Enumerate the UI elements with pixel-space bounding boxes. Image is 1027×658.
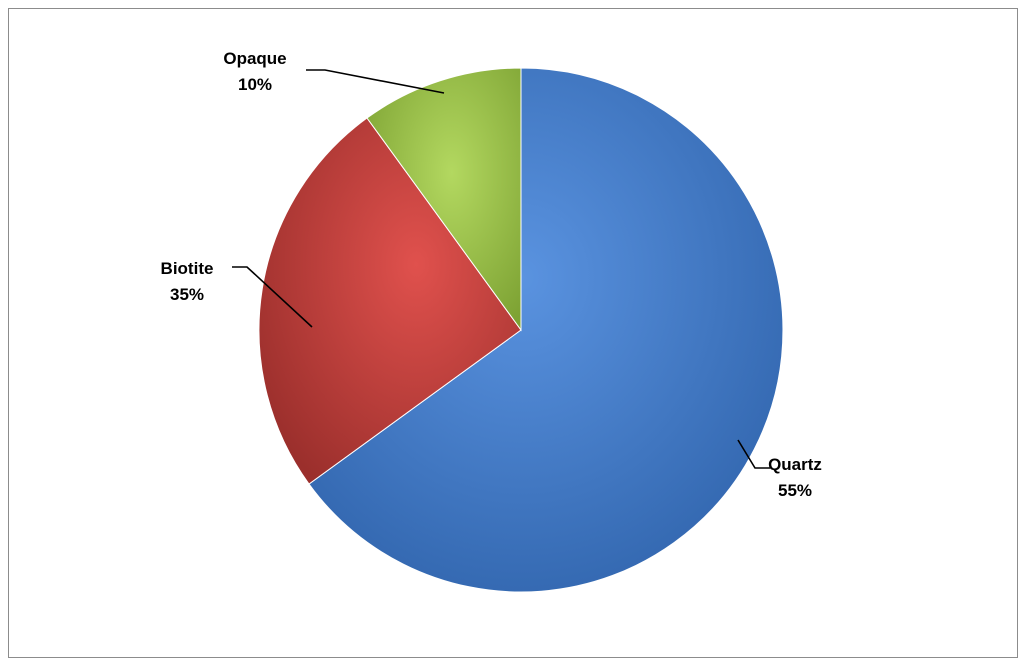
pie-slice-quartz <box>308 67 784 593</box>
slice-label-quartz-name: Quartz <box>768 455 822 474</box>
slice-label-biotite-name: Biotite <box>160 259 214 278</box>
slice-label-biotite-value: 35% <box>169 285 205 304</box>
pie-slice-opaque <box>366 67 522 332</box>
slice-label-biotite: Biotite 35% <box>137 256 237 308</box>
slice-label-opaque-name: Opaque <box>223 49 287 68</box>
pie-slice-biotite <box>258 117 522 485</box>
slice-label-quartz: Quartz 55% <box>745 452 845 504</box>
leader-line-biotite <box>232 266 313 328</box>
slice-label-opaque: Opaque 10% <box>205 46 305 98</box>
leader-line-quartz <box>737 439 770 469</box>
slice-label-quartz-value: 55% <box>777 481 813 500</box>
leader-line-opaque <box>306 69 445 94</box>
slice-label-opaque-value: 10% <box>237 75 273 94</box>
